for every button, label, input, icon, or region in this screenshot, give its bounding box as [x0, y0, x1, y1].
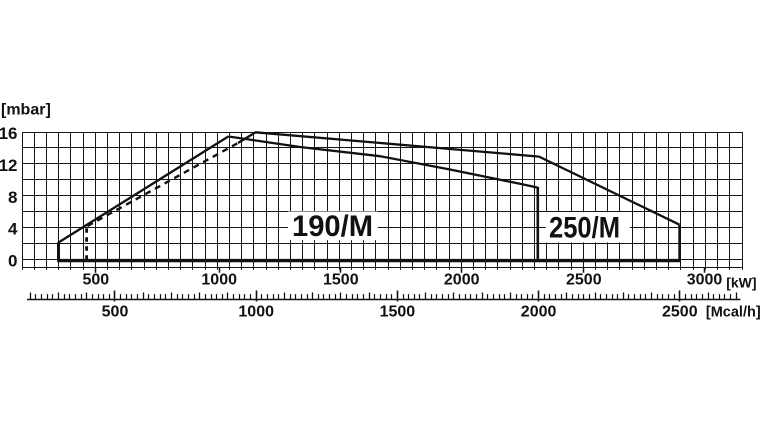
svg-text:500: 500 [102, 304, 129, 321]
svg-text:0: 0 [8, 252, 17, 271]
svg-text:500: 500 [82, 272, 109, 289]
svg-text:190/M: 190/M [292, 210, 373, 243]
svg-text:[mbar]: [mbar] [1, 101, 51, 118]
svg-text:4: 4 [8, 220, 18, 239]
svg-text:2000: 2000 [521, 304, 557, 321]
svg-text:8: 8 [8, 188, 17, 207]
svg-text:3000: 3000 [687, 272, 723, 289]
svg-text:1500: 1500 [380, 304, 416, 321]
svg-text:2000: 2000 [444, 272, 480, 289]
svg-text:1000: 1000 [201, 272, 237, 289]
svg-text:2500: 2500 [566, 272, 602, 289]
svg-text:250/M: 250/M [549, 211, 620, 244]
svg-text:[Mcal/h]: [Mcal/h] [706, 305, 761, 321]
svg-text:12: 12 [0, 156, 18, 175]
svg-text:1000: 1000 [238, 304, 274, 321]
svg-text:1500: 1500 [323, 272, 359, 289]
svg-text:[kW]: [kW] [726, 275, 756, 291]
svg-text:2500: 2500 [662, 304, 698, 321]
svg-text:16: 16 [0, 124, 18, 143]
